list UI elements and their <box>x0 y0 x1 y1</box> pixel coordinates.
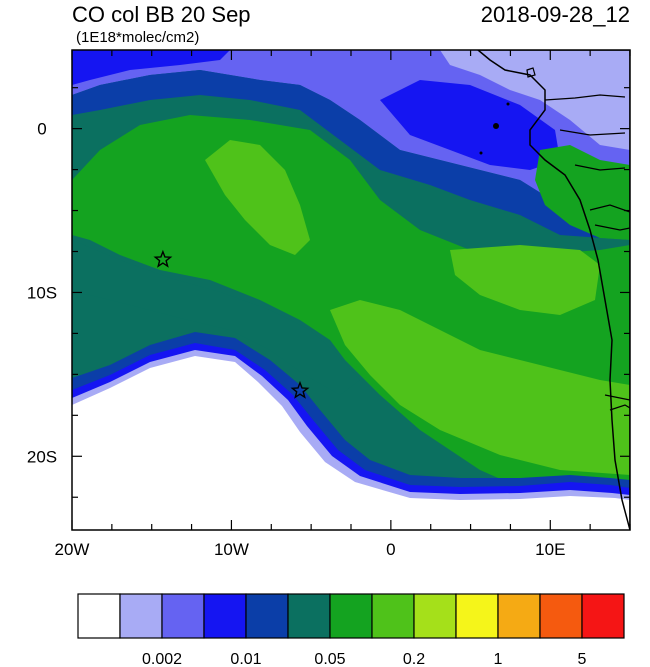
colorbar-swatch <box>329 593 373 639</box>
northwest-blue-patch <box>72 50 230 85</box>
south-clean-air <box>72 356 630 530</box>
y-axis: 0 10S 20S <box>27 87 630 498</box>
north-darkblue-band <box>72 70 630 240</box>
x-tick-label: 0 <box>386 540 395 559</box>
gulf-island <box>526 67 536 78</box>
colorbar-label: 5 <box>578 651 587 667</box>
star-marker <box>153 249 173 268</box>
colorbar-swatch <box>539 593 583 639</box>
map-title: CO col BB 20 Sep <box>72 2 251 27</box>
x-tick-label: 20W <box>55 540 90 559</box>
star-marker <box>290 380 310 399</box>
y-tick-label: 10S <box>27 283 57 302</box>
southeast-green-patch <box>450 245 600 315</box>
colorbar-swatch <box>161 593 205 639</box>
colorbar-swatch <box>287 593 331 639</box>
y-tick-label: 0 <box>37 120 46 139</box>
colorbar-swatch <box>497 593 541 639</box>
colorbar: 0.002 0.01 0.05 0.2 1 5 <box>77 593 625 667</box>
y-tick-label: 20S <box>27 447 57 466</box>
south-green-patch <box>330 300 630 475</box>
colorbar-label: 0.2 <box>403 651 425 667</box>
colorbar-swatch <box>77 593 121 639</box>
colorbar-label: 0.01 <box>230 651 261 667</box>
x-tick-label: 10E <box>535 540 565 559</box>
colorbar-swatch <box>413 593 457 639</box>
units-label: (1E18*molec/cm2) <box>76 29 199 46</box>
central-lightgreen-patch <box>205 140 310 255</box>
co-column-field <box>72 50 630 530</box>
colorbar-label: 0.05 <box>314 651 345 667</box>
north-blue-band <box>72 50 630 210</box>
north-blue-core <box>380 80 560 170</box>
country-borders <box>544 94 630 411</box>
colorbar-swatch <box>203 593 247 639</box>
x-axis: 20W 10W 0 10E <box>55 50 631 559</box>
island-dot <box>493 123 499 129</box>
coastal-darkgreen <box>535 145 630 240</box>
colorbar-swatch <box>119 593 163 639</box>
colorbar-swatch <box>581 593 625 639</box>
colorbar-label: 0.002 <box>142 651 182 667</box>
date-title: 2018-09-28_12 <box>481 2 630 27</box>
island-dot-small <box>506 102 510 106</box>
colorbar-swatch <box>245 593 289 639</box>
north-lightblue-patch <box>440 50 630 150</box>
site-markers <box>153 249 310 399</box>
teal-tongue <box>72 240 360 395</box>
island-dot-small <box>479 151 483 155</box>
colorbar-swatch <box>455 593 499 639</box>
x-tick-label: 10W <box>214 540 249 559</box>
colorbar-swatch <box>371 593 415 639</box>
colorbar-label: 1 <box>494 651 503 667</box>
african-coast <box>476 50 630 530</box>
